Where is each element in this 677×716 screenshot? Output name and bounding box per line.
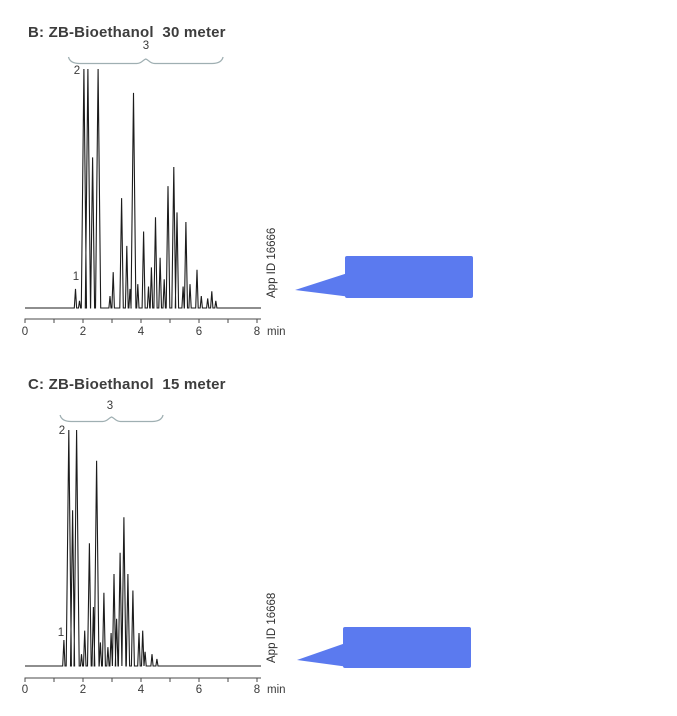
chart-b-app-id: App ID 16666 [266, 227, 278, 298]
chart-c-axis-unit: min [267, 684, 286, 696]
chart-b-title: B: ZB-Bioethanol 30 meter [28, 24, 226, 41]
chart-c-tick-0: 0 [21, 684, 29, 696]
chart-b-tick-0: 0 [21, 326, 29, 338]
chart-b-peak1-label: 1 [72, 271, 80, 283]
chart-c-trace [25, 429, 261, 667]
chart-c-group3-brace [59, 414, 164, 423]
chart-c-tick-8: 8 [253, 684, 261, 696]
chart-b-tick-2: 2 [79, 326, 87, 338]
chart-c-peak2-label: 2 [58, 425, 66, 437]
chart-b-callout-line2: less than 8 min! [356, 355, 462, 371]
chart-b-tick-4: 4 [137, 326, 145, 338]
chart-b-trace [25, 68, 261, 309]
chart-b-tick-8: 8 [253, 326, 261, 338]
chart-c-tick-4: 4 [137, 684, 145, 696]
chart-b-group3-label: 3 [142, 40, 150, 52]
chart-c-app-id: App ID 16668 [266, 592, 278, 663]
chart-c-tick-2: 2 [79, 684, 87, 696]
chart-b-x-axis [24, 318, 261, 323]
chart-c-callout-line1: 5 min [388, 669, 426, 685]
chart-b-peak2-label: 2 [73, 65, 81, 77]
chart-c-peak1-label: 1 [57, 627, 65, 639]
chart-c-group3-label: 3 [106, 400, 114, 412]
chart-b-axis-unit: min [267, 326, 286, 338]
chart-c-title: C: ZB-Bioethanol 15 meter [28, 376, 226, 393]
chart-c-callout: 5 min Analysis! [343, 627, 471, 685]
chart-c-tick-6: 6 [195, 684, 203, 696]
chart-b-tick-6: 6 [195, 326, 203, 338]
chart-b-callout: Run time less than 8 min! [345, 256, 473, 371]
chart-c-x-axis [24, 677, 261, 682]
chart-b-callout-line1: Run time [379, 298, 439, 314]
chart-b-group3-brace [67, 56, 224, 65]
